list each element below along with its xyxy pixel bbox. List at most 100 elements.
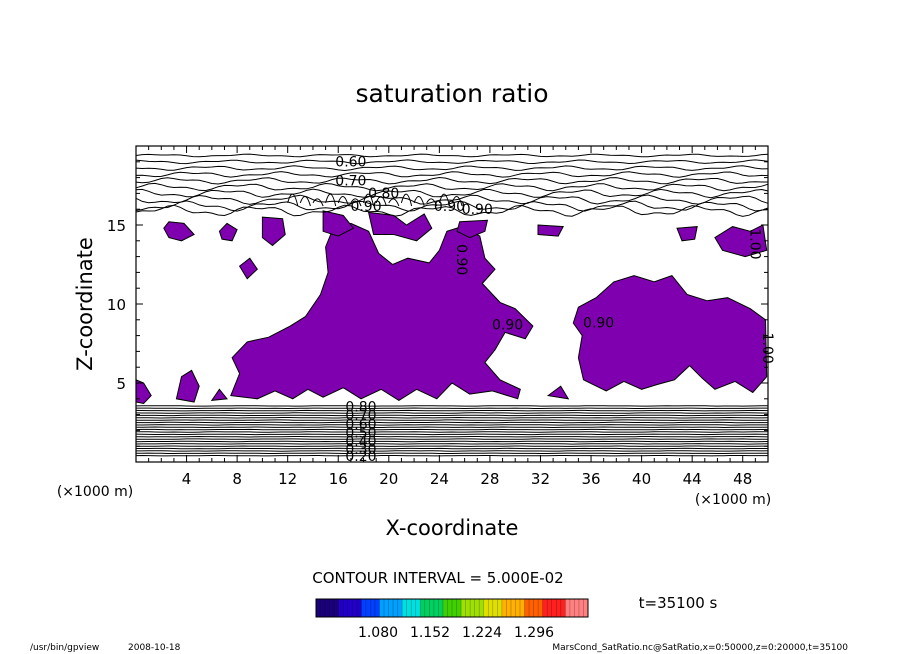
shaded-region (210, 388, 228, 402)
colorbar-cell (316, 599, 321, 617)
colorbar-cell (352, 599, 358, 617)
colorbar-cell (365, 599, 371, 617)
colorbar-cell (529, 599, 534, 617)
shaded-region (546, 385, 570, 400)
colorbar-cell (424, 599, 430, 617)
contour-line (135, 188, 769, 199)
x-tick-label: 28 (480, 470, 499, 488)
colorbar-cell (442, 599, 448, 617)
colorbar-cell (569, 599, 575, 617)
colorbar-cell (565, 599, 571, 617)
contour-line (135, 194, 769, 205)
colorbar-cell (384, 599, 389, 617)
shaded-region (537, 224, 565, 237)
colorbar-cell (320, 599, 326, 617)
colorbar-cell (515, 599, 521, 617)
colorbar-cell (411, 599, 417, 617)
contour-line (135, 176, 768, 185)
contour-line (135, 182, 769, 192)
shaded-region (261, 216, 286, 247)
x-tick-label: 40 (632, 470, 651, 488)
colorbar-cell (583, 599, 589, 617)
shaded-region (175, 369, 200, 403)
colorbar-cell (501, 599, 507, 617)
x-tick-label: 8 (232, 470, 242, 488)
colorbar-cell (347, 599, 353, 617)
x-tick-label: 24 (430, 470, 449, 488)
colorbar-labels: 1.080 1.152 1.224 1.296 (358, 625, 554, 641)
x-tick-label: 16 (329, 470, 348, 488)
colorbar-cell (510, 599, 516, 617)
contour-label: 0.70 (345, 408, 376, 424)
y-tick-label: 5 (116, 375, 126, 393)
y-tick-label: 15 (107, 217, 126, 235)
contour-label: 0.90 (583, 316, 614, 332)
colorbar-cell (447, 599, 453, 617)
colorbar-cell (542, 599, 548, 617)
x-tick-label: 4 (182, 470, 192, 488)
footer-source: MarsCond_SatRatio.nc@SatRatio,x=0:50000,… (552, 643, 848, 653)
contour-label: 0.20 (345, 449, 376, 465)
colorbar-cell (506, 599, 512, 617)
colorbar-cell (474, 599, 480, 617)
contour-line (325, 193, 337, 207)
colorbar-cell (470, 599, 476, 617)
colorbar-cell (393, 599, 398, 617)
x-unit-label-left: (×1000 m) (57, 484, 133, 500)
colorbar-cell (547, 599, 553, 617)
colorbar-cell (492, 599, 498, 617)
contour-label: 0.80 (345, 399, 376, 415)
contour-line (400, 193, 413, 207)
y-axis-ticks: 5 10 15 (107, 161, 768, 447)
shaded-region (218, 222, 238, 242)
shaded-region (230, 222, 534, 401)
contour-line (135, 409, 769, 412)
contour-line (287, 193, 299, 207)
contour-line (337, 196, 349, 207)
contour-label: 1.00 (746, 228, 762, 259)
contour-label: 0.60 (335, 155, 366, 171)
contour-line (350, 198, 362, 207)
colorbar-cell (433, 599, 439, 617)
shaded-regions (135, 210, 768, 405)
colorbar-cell (524, 599, 530, 617)
contour-label: 0.70 (335, 174, 366, 190)
colorbar-cell (574, 599, 580, 617)
contour-label: 0.40 (345, 434, 376, 450)
x-axis-label: X-coordinate (386, 516, 519, 540)
colorbar-level-label: 1.224 (462, 625, 502, 641)
contour-label: 0.60 (345, 417, 376, 433)
colorbar-cell (551, 599, 557, 617)
colorbar-cell (488, 599, 494, 617)
colorbar-cell (343, 599, 349, 617)
x-axis-ticks: 4 8 12 16 20 24 28 32 36 40 44 48 (148, 146, 756, 488)
colorbar-cell (479, 599, 485, 617)
x-tick-label: 36 (581, 470, 600, 488)
footer-date: 2008-10-18 (128, 643, 181, 653)
colorbar-cell (497, 599, 503, 617)
colorbar-cell (402, 599, 408, 617)
contour-line (136, 407, 768, 410)
shaded-region (676, 226, 698, 242)
y-axis-label: Z-coordinate (73, 237, 97, 371)
contour-line (135, 171, 769, 178)
contour-line (135, 440, 769, 443)
colorbar-cell (397, 599, 403, 617)
contour-line (135, 200, 769, 212)
colorbar-cell (520, 599, 525, 617)
colorbar-cell (415, 599, 421, 617)
contour-label: 0.90 (434, 199, 465, 215)
contour-line (135, 412, 769, 414)
contour-interval-text: CONTOUR INTERVAL = 5.000E-02 (312, 569, 563, 587)
x-tick-label: 32 (531, 470, 550, 488)
colorbar-cell (438, 599, 444, 617)
colorbar-cell (538, 599, 544, 617)
contour-label: 0.90 (492, 317, 523, 333)
contour-line (451, 196, 463, 207)
chart-title: saturation ratio (355, 79, 548, 108)
contour-line (135, 426, 769, 429)
contour-label: 1.00 (759, 333, 775, 364)
colorbar-cell (533, 599, 539, 617)
colorbar-cell (560, 599, 566, 617)
colorbar-cell (334, 599, 340, 617)
